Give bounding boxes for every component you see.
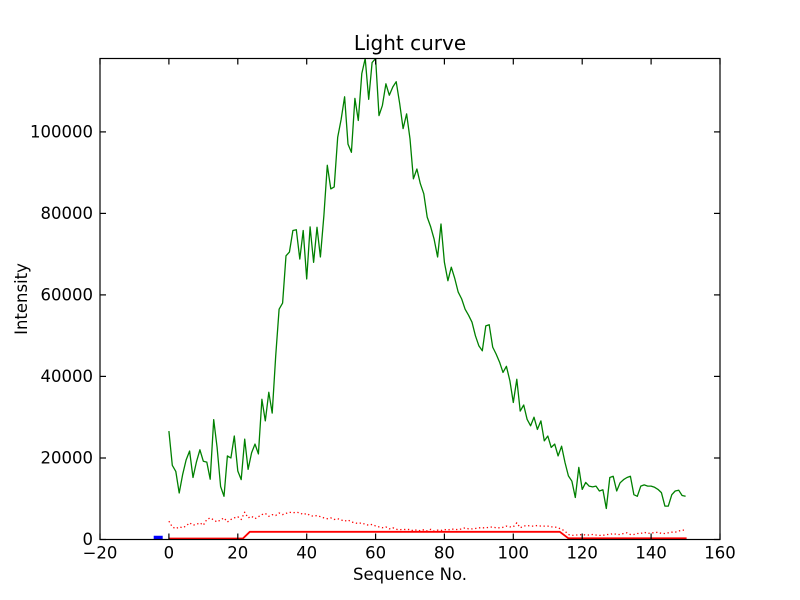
series-intensity-green <box>168 58 686 510</box>
plot-series <box>153 58 687 540</box>
x-tick-label: 60 <box>365 544 386 563</box>
axis-ticks: −20 0 20 40 60 80 100 120 140 1600200004000060000… <box>30 58 736 563</box>
x-tick-label: −20 <box>83 544 118 563</box>
x-tick-label: 80 <box>434 544 455 563</box>
y-tick-label: 20000 <box>41 449 94 468</box>
x-tick-label: 140 <box>635 544 667 563</box>
axes-frame <box>99 57 721 541</box>
x-tick-label: 120 <box>566 544 598 563</box>
x-tick-label: 0 <box>164 544 175 563</box>
y-tick-label: 80000 <box>41 204 94 223</box>
y-tick-label: 100000 <box>30 123 93 142</box>
x-tick-label: 40 <box>296 544 317 563</box>
y-tick-label: 40000 <box>41 367 94 386</box>
x-tick-label: 160 <box>704 544 736 563</box>
chart-title: Light curve <box>354 31 466 55</box>
series-threshold-solid-red <box>168 530 687 540</box>
x-tick-label: 20 <box>227 544 248 563</box>
x-tick-label: 100 <box>498 544 530 563</box>
y-tick-label: 0 <box>83 530 94 549</box>
y-tick-label: 60000 <box>41 286 94 305</box>
x-axis-label: Sequence No. <box>353 565 467 584</box>
y-axis-label: Intensity <box>12 263 31 335</box>
